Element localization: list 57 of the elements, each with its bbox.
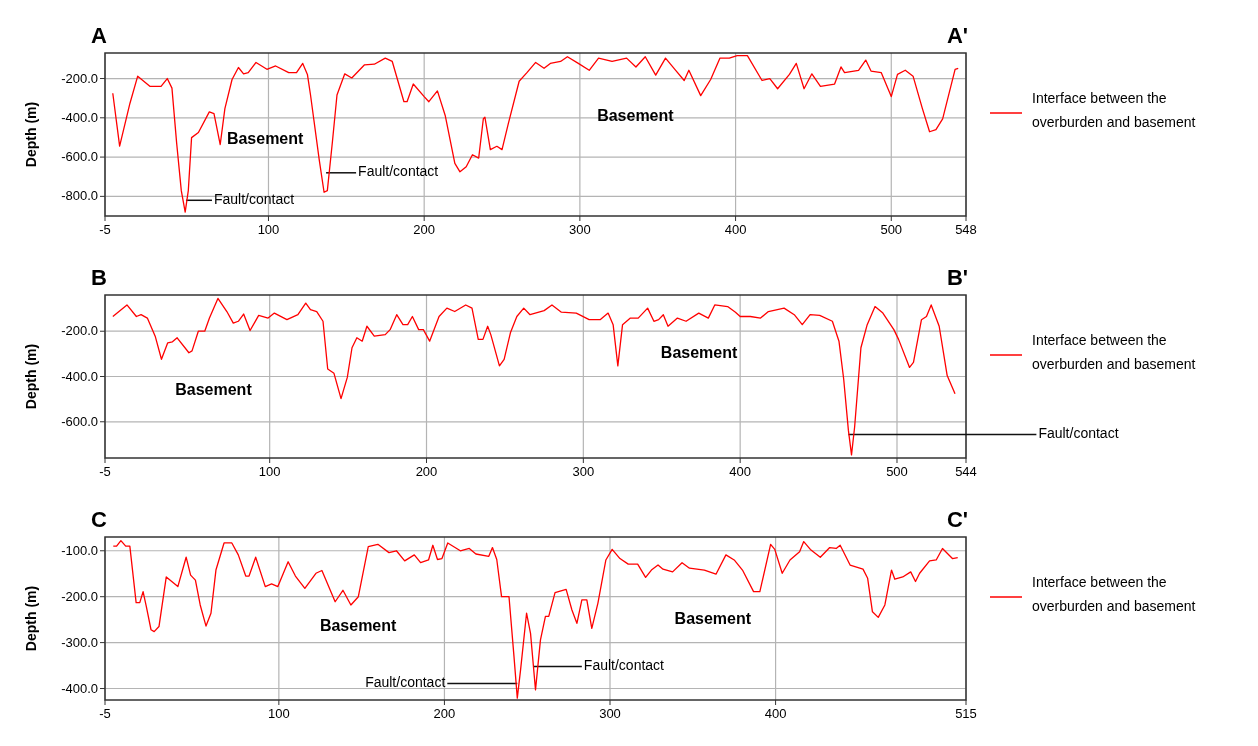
- y-tick-label: -100.0: [61, 542, 98, 558]
- chart-title: C: [91, 507, 107, 532]
- x-tick-label: 500: [880, 222, 903, 237]
- y-tick-label: -200.0: [61, 70, 98, 86]
- annotation: Fault/contact: [583, 657, 665, 674]
- x-tick-label: 300: [572, 464, 595, 479]
- annotation: Basement: [226, 129, 305, 147]
- y-tick-label: -400.0: [61, 368, 98, 384]
- legend-label: Interface between the overburden and basement: [1032, 90, 1196, 130]
- chart-title: A: [91, 23, 107, 48]
- x-tick-label: 200: [415, 464, 438, 479]
- y-tick-label: -400.0: [61, 109, 98, 125]
- legend-label: Interface between the overburden and basement: [1032, 574, 1196, 614]
- chart-subtitle: A': [946, 23, 968, 48]
- x-tick-label: -5: [99, 222, 111, 237]
- line-series: [112, 540, 959, 699]
- x-tick-label: 300: [569, 222, 591, 237]
- x-tick-label: 200: [413, 222, 436, 237]
- annotation: Fault/contact: [365, 674, 446, 691]
- annotation: Fault/contact: [358, 163, 439, 180]
- x-tick-label: 400: [729, 464, 752, 479]
- annotation: Fault/contact: [1038, 425, 1119, 442]
- x-tick-label: 515: [955, 706, 977, 721]
- y-tick-label: -600.0: [61, 149, 98, 165]
- x-tick-label: 100: [268, 706, 290, 721]
- annotation: Basement: [175, 381, 253, 399]
- y-tick-label: -200.0: [61, 323, 98, 339]
- x-tick-label: 548: [955, 222, 977, 237]
- legend-label: Interface between the overburden and basement: [1032, 332, 1196, 372]
- x-tick-label: 400: [764, 706, 787, 721]
- annotation: Basement: [660, 343, 738, 361]
- annotation: Basement: [597, 106, 675, 124]
- annotation: Basement: [674, 610, 752, 628]
- y-axis-title: Depth (m): [23, 343, 39, 410]
- chart-subtitle: B': [946, 265, 968, 290]
- x-tick-label: -5: [99, 464, 111, 479]
- y-tick-label: -200.0: [61, 588, 98, 604]
- y-tick-label: -600.0: [61, 413, 98, 429]
- x-tick-label: 100: [258, 464, 281, 479]
- x-tick-label: -5: [99, 706, 111, 721]
- chart-subtitle: C': [946, 507, 968, 532]
- x-tick-label: 500: [886, 464, 908, 479]
- y-axis-title: Depth (m): [23, 585, 39, 652]
- x-tick-label: 100: [257, 222, 280, 237]
- x-tick-label: 544: [955, 464, 977, 479]
- y-tick-label: -300.0: [61, 634, 98, 650]
- line-series: [112, 54, 959, 213]
- y-axis-title: Depth (m): [23, 101, 39, 168]
- chart-title: B: [91, 265, 107, 290]
- annotation: Fault/contact: [213, 190, 295, 207]
- y-tick-label: -800.0: [61, 188, 98, 204]
- x-tick-label: 200: [433, 706, 456, 721]
- y-tick-label: -400.0: [61, 680, 98, 696]
- x-tick-label: 400: [724, 222, 747, 237]
- line-series: [112, 297, 956, 456]
- annotation: Basement: [319, 616, 398, 634]
- x-tick-label: 300: [599, 706, 621, 721]
